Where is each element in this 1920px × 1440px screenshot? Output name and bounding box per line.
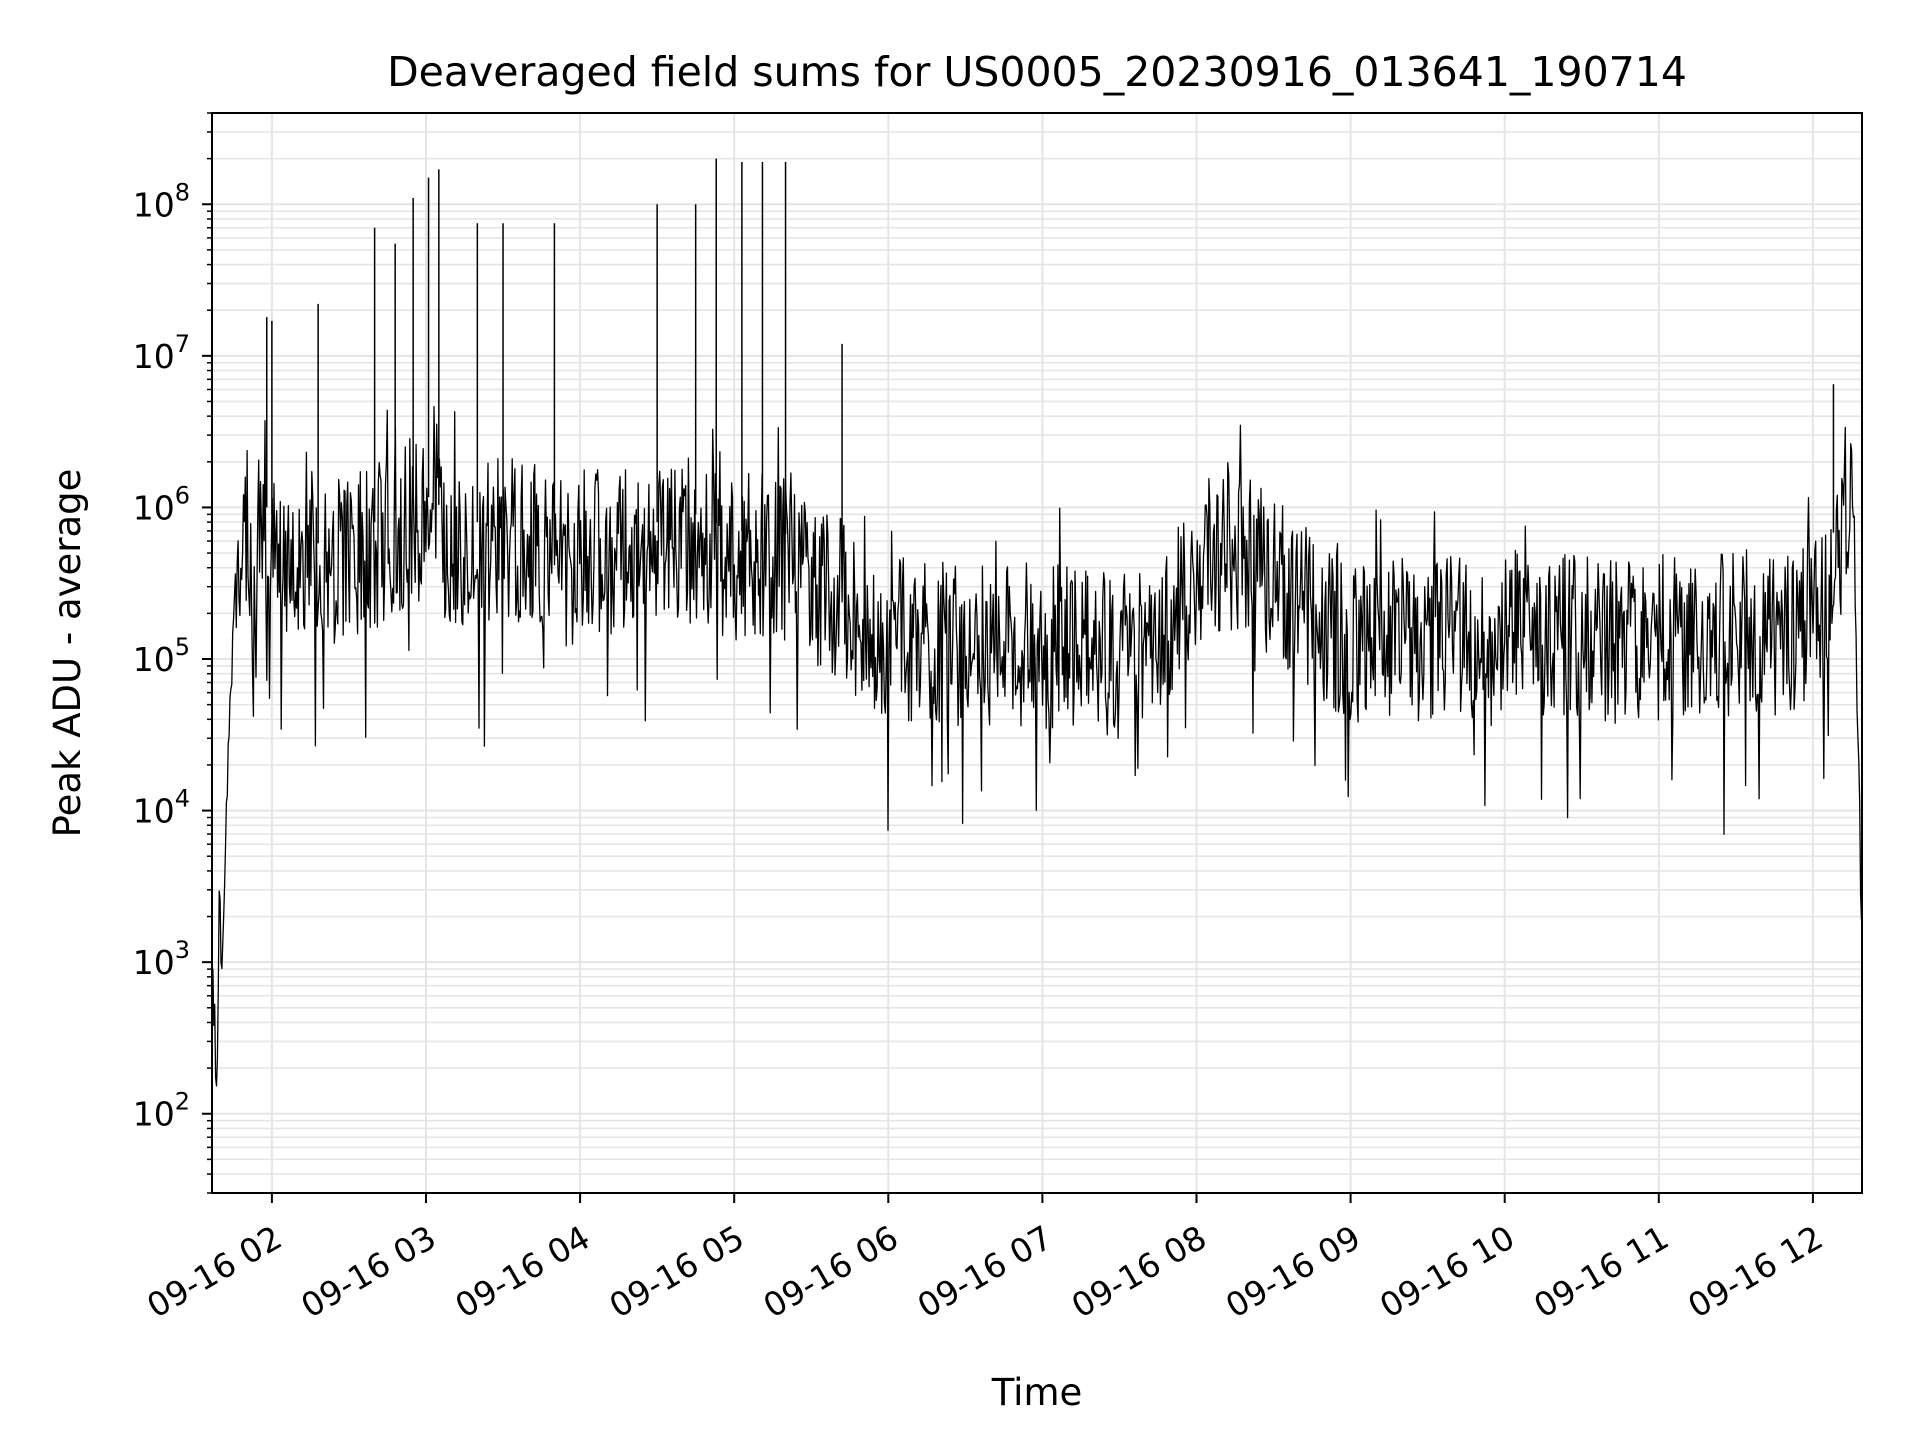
- x-axis-ticks: 09-16 02 09-16 03 09-16 04 09-16 05 09-16 06…: [140, 1193, 1829, 1326]
- x-tick-label: 09-16 03: [294, 1218, 442, 1326]
- series-line-group: [211, 158, 1863, 1087]
- y-axis-ticks: 102 103 104 105 106 107 108: [133, 112, 212, 1194]
- x-tick-label: 09-16 05: [603, 1218, 751, 1326]
- y-tick-label: 104: [133, 785, 190, 831]
- x-axis-label: Time: [991, 1371, 1083, 1414]
- chart-title: Deaveraged field sums for US0005_2023091…: [387, 48, 1687, 96]
- y-tick-label: 102: [133, 1088, 190, 1134]
- y-tick-label: 106: [133, 481, 190, 527]
- y-tick-label: 105: [133, 633, 190, 679]
- x-tick-label: 09-16 08: [1065, 1218, 1213, 1326]
- x-tick-label: 09-16 12: [1681, 1218, 1829, 1326]
- y-tick-label: 108: [133, 178, 190, 224]
- x-tick-label: 09-16 10: [1373, 1218, 1521, 1326]
- x-tick-label: 09-16 04: [448, 1218, 596, 1326]
- x-tick-label: 09-16 06: [757, 1218, 905, 1326]
- x-tick-label: 09-16 07: [911, 1218, 1059, 1326]
- y-axis-label: Peak ADU - average: [46, 469, 89, 838]
- x-tick-label: 09-16 11: [1527, 1218, 1675, 1326]
- x-tick-label: 09-16 02: [140, 1218, 288, 1326]
- x-tick-label: 09-16 09: [1219, 1218, 1367, 1326]
- plot-frame: [211, 112, 1863, 1194]
- series-line: [211, 405, 1863, 1087]
- y-tick-label: 103: [133, 936, 190, 982]
- y-tick-label: 107: [133, 330, 190, 376]
